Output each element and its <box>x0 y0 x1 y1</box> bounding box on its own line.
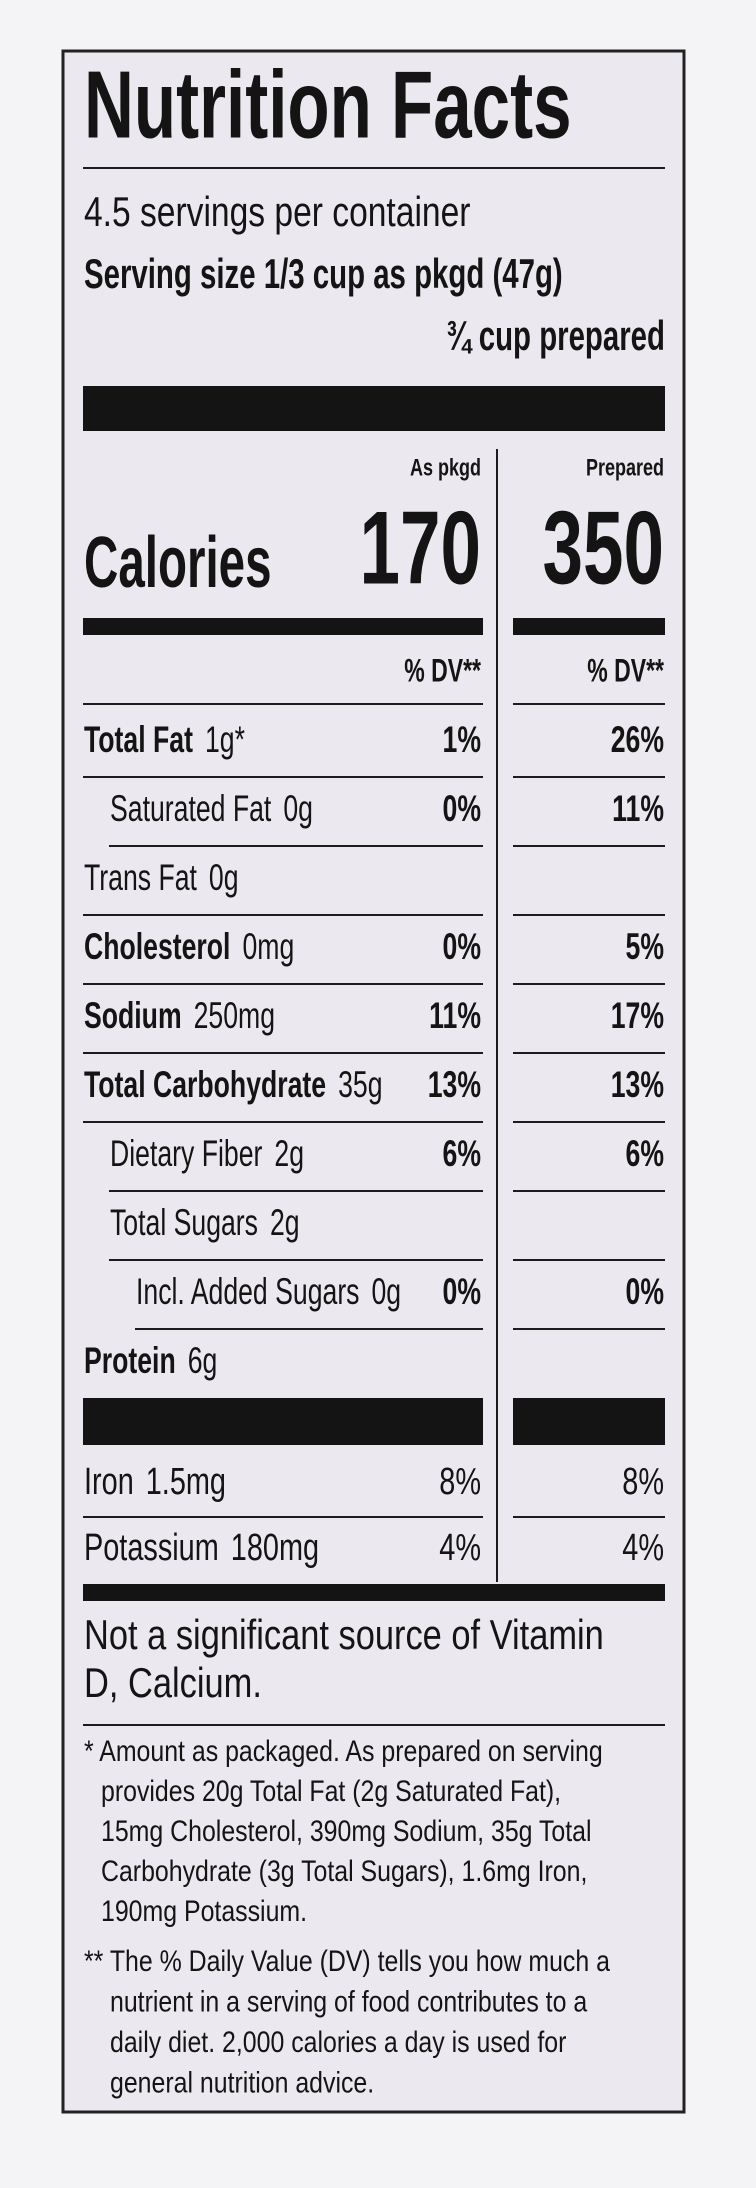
nutrient-name: Dietary Fiber <box>110 1132 263 1173</box>
dv-value: 0% <box>626 1270 664 1311</box>
dv-value: 4% <box>439 1526 481 1569</box>
dv-value: 17% <box>611 994 664 1035</box>
nutrient-amount: 250mg <box>194 994 275 1035</box>
nutrient-name: Sodium <box>84 994 182 1035</box>
servings: 4.5 servings per container <box>84 190 471 236</box>
bar <box>83 1398 483 1445</box>
dv-head: % DV** <box>404 653 481 689</box>
nutrient-name: Total Carbohydrate <box>84 1063 326 1104</box>
footnote: daily diet. 2,000 calories a day is used… <box>110 2025 566 2059</box>
dv-value: 4% <box>622 1526 664 1569</box>
column-head: As pkgd <box>410 455 481 481</box>
nutrient-name: Trans Fat <box>84 856 197 897</box>
mineral-name: Iron <box>84 1460 134 1503</box>
footnote: provides 20g Total Fat (2g Saturated Fat… <box>101 1774 561 1808</box>
dv-value: 5% <box>626 925 664 966</box>
column-head: Prepared <box>586 455 664 481</box>
nutrient-amount: 0g <box>209 856 239 897</box>
dv-value: 26% <box>611 718 664 759</box>
nutrient-amount: 0g <box>371 1270 401 1311</box>
footnote: nutrient in a serving of food contribute… <box>110 1984 588 2018</box>
prepared-size: ¾ cup prepared <box>446 312 665 360</box>
nutrient-amount: 6g <box>188 1339 218 1380</box>
nutrient-name: Total Sugars <box>110 1201 258 1242</box>
bar <box>513 618 665 635</box>
nutrient-amount: 2g <box>270 1201 300 1242</box>
footnote: ** The % Daily Value (DV) tells you how … <box>84 1944 611 1978</box>
nutrient-amount: 2g <box>274 1132 304 1173</box>
dv-value: 8% <box>439 1460 481 1503</box>
nutrient-name: Protein <box>84 1339 176 1380</box>
footnote: general nutrition advice. <box>110 2065 374 2099</box>
bar <box>83 1584 665 1601</box>
nutrient-amount: 0g <box>283 787 313 828</box>
dv-value: 6% <box>626 1132 664 1173</box>
mineral-name: Potassium <box>84 1526 219 1569</box>
dv-value: 13% <box>428 1063 481 1104</box>
dv-value: 11% <box>429 994 481 1035</box>
calories-value: 170 <box>360 491 481 607</box>
nutrient-amount: 0mg <box>242 925 294 966</box>
bar <box>83 386 665 431</box>
dv-value: 8% <box>622 1460 664 1503</box>
mineral-amount: 1.5mg <box>146 1460 226 1503</box>
nutrient-name: Cholesterol <box>84 925 230 966</box>
bar <box>83 618 483 635</box>
nutrient-name: Total Fat <box>84 718 193 759</box>
dv-value: 13% <box>611 1063 664 1104</box>
calories-value: 350 <box>543 491 664 607</box>
serving-size: Serving size 1/3 cup as pkgd (47g) <box>84 250 563 298</box>
dv-value: 1% <box>443 718 481 759</box>
nutrient-amount: 1g* <box>205 718 245 759</box>
dv-value: 6% <box>443 1132 481 1173</box>
title: Nutrition Facts <box>84 50 572 158</box>
dv-value: 0% <box>443 925 481 966</box>
footnote: 15mg Cholesterol, 390mg Sodium, 35g Tota… <box>101 1814 592 1848</box>
nutrient-name: Incl. Added Sugars <box>136 1270 359 1311</box>
footnote: Carbohydrate (3g Total Sugars), 1.6mg Ir… <box>101 1854 587 1888</box>
not-significant: Not a significant source of Vitamin <box>84 1612 604 1659</box>
footnote: * Amount as packaged. As prepared on ser… <box>84 1734 603 1768</box>
nutrient-amount: 35g <box>338 1063 382 1104</box>
mineral-amount: 180mg <box>231 1526 319 1569</box>
bar <box>513 1398 665 1445</box>
footnote: 190mg Potassium. <box>101 1894 307 1928</box>
dv-value: 11% <box>612 787 664 828</box>
dv-head: % DV** <box>587 653 664 689</box>
calories-label: Calories <box>84 522 272 602</box>
dv-value: 0% <box>443 787 481 828</box>
nutrient-name: Saturated Fat <box>110 787 271 828</box>
not-significant: D, Calcium. <box>84 1660 262 1707</box>
dv-value: 0% <box>443 1270 481 1311</box>
